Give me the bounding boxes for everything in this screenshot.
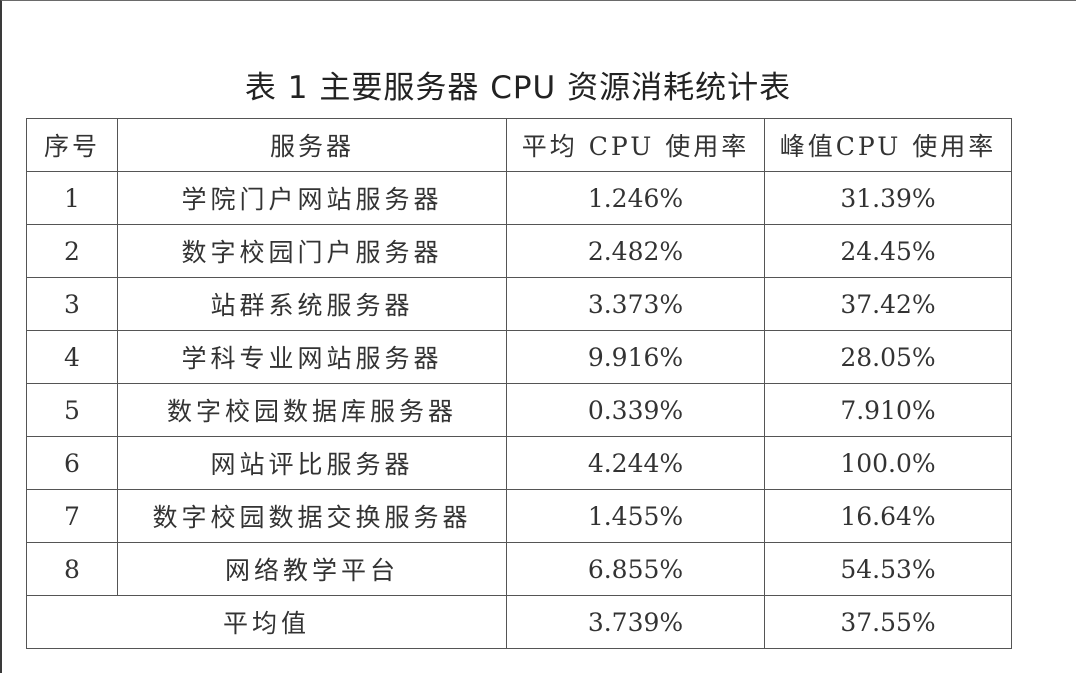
header-peak-cpu: 峰值CPU 使用率	[764, 118, 1012, 172]
row-avg: 4.244%	[506, 436, 765, 490]
cpu-usage-table: 序号 服务器 平均 CPU 使用率 峰值CPU 使用率 1 学院门户网站服务器 …	[26, 118, 1012, 649]
header-avg-cpu: 平均 CPU 使用率	[506, 118, 765, 172]
footer-label: 平均值	[26, 595, 507, 649]
row-server: 站群系统服务器	[117, 277, 507, 331]
row-server: 网站评比服务器	[117, 436, 507, 490]
row-index: 7	[26, 489, 118, 543]
row-index: 2	[26, 224, 118, 278]
table-row: 1 学院门户网站服务器 1.246% 31.39%	[26, 171, 1012, 225]
row-index: 5	[26, 383, 118, 437]
row-index: 6	[26, 436, 118, 490]
row-avg: 9.916%	[506, 330, 765, 384]
table-row: 5 数字校园数据库服务器 0.339% 7.910%	[26, 383, 1012, 437]
row-peak: 16.64%	[764, 489, 1012, 543]
table-row: 7 数字校园数据交换服务器 1.455% 16.64%	[26, 489, 1012, 543]
row-server: 数字校园门户服务器	[117, 224, 507, 278]
row-avg: 1.246%	[506, 171, 765, 225]
header-index: 序号	[26, 118, 118, 172]
row-peak: 7.910%	[764, 383, 1012, 437]
row-server: 网络教学平台	[117, 542, 507, 596]
row-server: 学科专业网站服务器	[117, 330, 507, 384]
table-title: 表 1 主要服务器 CPU 资源消耗统计表	[244, 70, 792, 106]
row-index: 3	[26, 277, 118, 331]
row-peak: 100.0%	[764, 436, 1012, 490]
table-row: 2 数字校园门户服务器 2.482% 24.45%	[26, 224, 1012, 278]
row-avg: 0.339%	[506, 383, 765, 437]
row-avg: 2.482%	[506, 224, 765, 278]
footer-peak: 37.55%	[764, 595, 1012, 649]
table-row: 3 站群系统服务器 3.373% 37.42%	[26, 277, 1012, 331]
table-header-row: 序号 服务器 平均 CPU 使用率 峰值CPU 使用率	[26, 118, 1012, 172]
row-avg: 3.373%	[506, 277, 765, 331]
table-row: 4 学科专业网站服务器 9.916% 28.05%	[26, 330, 1012, 384]
table-row: 6 网站评比服务器 4.244% 100.0%	[26, 436, 1012, 490]
row-avg: 6.855%	[506, 542, 765, 596]
row-peak: 54.53%	[764, 542, 1012, 596]
row-index: 4	[26, 330, 118, 384]
row-peak: 28.05%	[764, 330, 1012, 384]
row-peak: 37.42%	[764, 277, 1012, 331]
row-peak: 31.39%	[764, 171, 1012, 225]
row-server: 学院门户网站服务器	[117, 171, 507, 225]
row-avg: 1.455%	[506, 489, 765, 543]
row-peak: 24.45%	[764, 224, 1012, 278]
row-server: 数字校园数据交换服务器	[117, 489, 507, 543]
row-index: 1	[26, 171, 118, 225]
header-server: 服务器	[117, 118, 507, 172]
table-row: 8 网络教学平台 6.855% 54.53%	[26, 542, 1012, 596]
row-server: 数字校园数据库服务器	[117, 383, 507, 437]
footer-avg: 3.739%	[506, 595, 765, 649]
table-footer-row: 平均值 3.739% 37.55%	[26, 595, 1012, 649]
row-index: 8	[26, 542, 118, 596]
